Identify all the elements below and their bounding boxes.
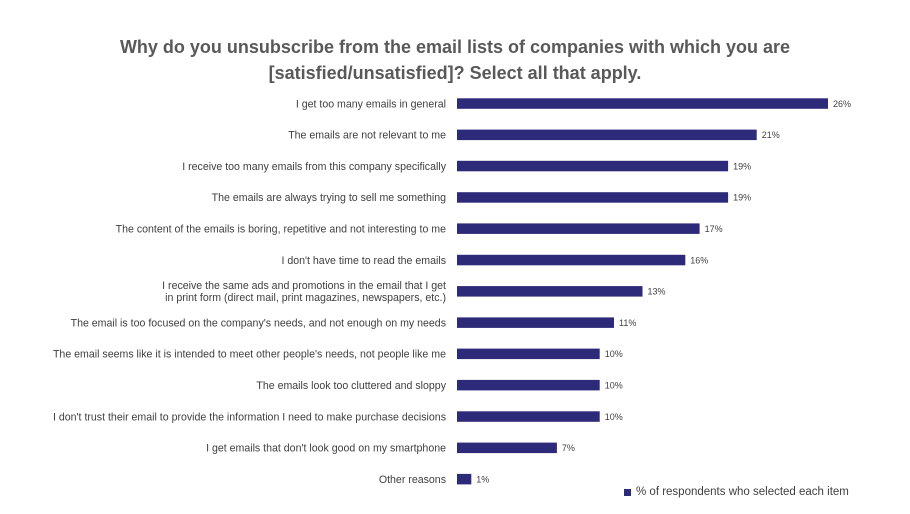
bar [457, 442, 557, 454]
bar-row: The email seems like it is intended to m… [53, 348, 623, 361]
bar [457, 286, 643, 297]
data-label: 26% [833, 99, 851, 109]
bar [457, 317, 614, 328]
category-label: The emails look too cluttered and sloppy [256, 380, 446, 392]
data-label: 19% [733, 161, 751, 171]
data-label: 16% [690, 255, 708, 265]
category-label: I receive too many emails from this comp… [182, 161, 446, 173]
category-label: I don't have time to read the emails [281, 255, 446, 267]
category-label: Other reasons [379, 474, 446, 486]
bar-row: I don't have time to read the emails 16% [281, 255, 708, 267]
bar [457, 411, 600, 422]
data-label: 13% [648, 287, 666, 297]
data-label: 21% [762, 130, 780, 140]
data-label: 19% [733, 193, 751, 203]
bar-row: I don't trust their email to provide the… [53, 411, 623, 423]
data-label: 10% [605, 381, 623, 391]
bar-row: I get emails that don't look good on my … [206, 442, 575, 455]
bar [457, 160, 729, 172]
chart-legend: % of respondents who selected each item [624, 486, 849, 498]
bar [457, 129, 757, 141]
bar-row: Other reasons 1% [379, 473, 489, 486]
bar-row: The email is too focused on the company'… [71, 317, 636, 329]
category-label: The email seems like it is intended to m… [53, 349, 446, 361]
bar-row: I receive the same ads and promotions in… [162, 280, 665, 304]
data-label: 11% [619, 318, 636, 328]
category-label: I get emails that don't look good on my … [206, 443, 446, 455]
bar [457, 254, 686, 266]
category-label: The content of the emails is boring, rep… [116, 224, 446, 236]
data-label: 7% [562, 443, 575, 453]
category-label: in print form (direct mail, print magazi… [165, 292, 446, 304]
bar [457, 379, 600, 391]
legend-swatch [624, 488, 631, 496]
data-label: 10% [605, 412, 623, 422]
bar [457, 223, 700, 234]
category-label: I don't trust their email to provide the… [53, 411, 446, 423]
legend-label: % of respondents who selected each item [636, 486, 849, 498]
category-label: The emails are always trying to sell me … [212, 192, 446, 204]
bar [457, 348, 600, 360]
category-label: I get too many emails in general [296, 98, 446, 110]
data-label: 17% [705, 224, 723, 234]
chart-title-line-1: Why do you unsubscribe from the email li… [119, 37, 791, 57]
bar-row: The content of the emails is boring, rep… [116, 223, 723, 236]
bar-row: The emails look too cluttered and sloppy… [256, 379, 623, 392]
data-label: 1% [476, 474, 489, 484]
bar-row: The emails are always trying to sell me … [212, 192, 751, 204]
bar [457, 473, 472, 485]
bar [457, 192, 729, 203]
data-label: 10% [605, 349, 623, 359]
chart-title-line-2: [satisfied/unsatisfied]? Select all that… [268, 63, 642, 83]
bar [457, 98, 828, 109]
bar-row: I receive too many emails from this comp… [182, 160, 751, 173]
chart-title: Why do you unsubscribe from the email li… [80, 34, 830, 86]
bar-row: I get too many emails in general 26% [296, 98, 851, 110]
bar-row: The emails are not relevant to me 21% [288, 129, 780, 142]
category-label: The emails are not relevant to me [288, 130, 446, 142]
category-label: I receive the same ads and promotions in… [162, 280, 446, 292]
category-label: The email is too focused on the company'… [71, 317, 446, 329]
